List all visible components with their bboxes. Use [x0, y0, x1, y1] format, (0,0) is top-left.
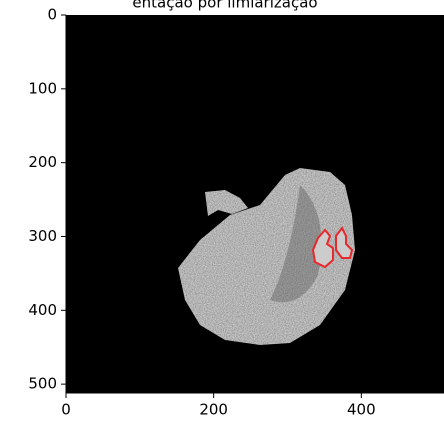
segment-contour	[335, 226, 354, 259]
segment-contour	[311, 228, 334, 269]
y-tick-label: 0	[47, 6, 57, 24]
y-tick-label: 100	[28, 79, 57, 97]
x-tick-label: 400	[347, 401, 376, 419]
brain-shade	[270, 185, 322, 303]
chart-title: entação por limiarização	[132, 0, 317, 12]
brain-slice	[178, 168, 355, 345]
brain-fragment	[205, 190, 248, 216]
axes: 0 200 400 0 100 200 300 400 500	[28, 6, 444, 419]
y-tick-label: 200	[28, 153, 57, 171]
y-tick-label: 300	[28, 227, 57, 245]
y-tick-label: 400	[28, 301, 57, 319]
image	[66, 15, 444, 393]
y-tick-label: 500	[28, 375, 57, 393]
x-tick-label: 200	[199, 401, 228, 419]
x-tick-label: 0	[61, 401, 71, 419]
